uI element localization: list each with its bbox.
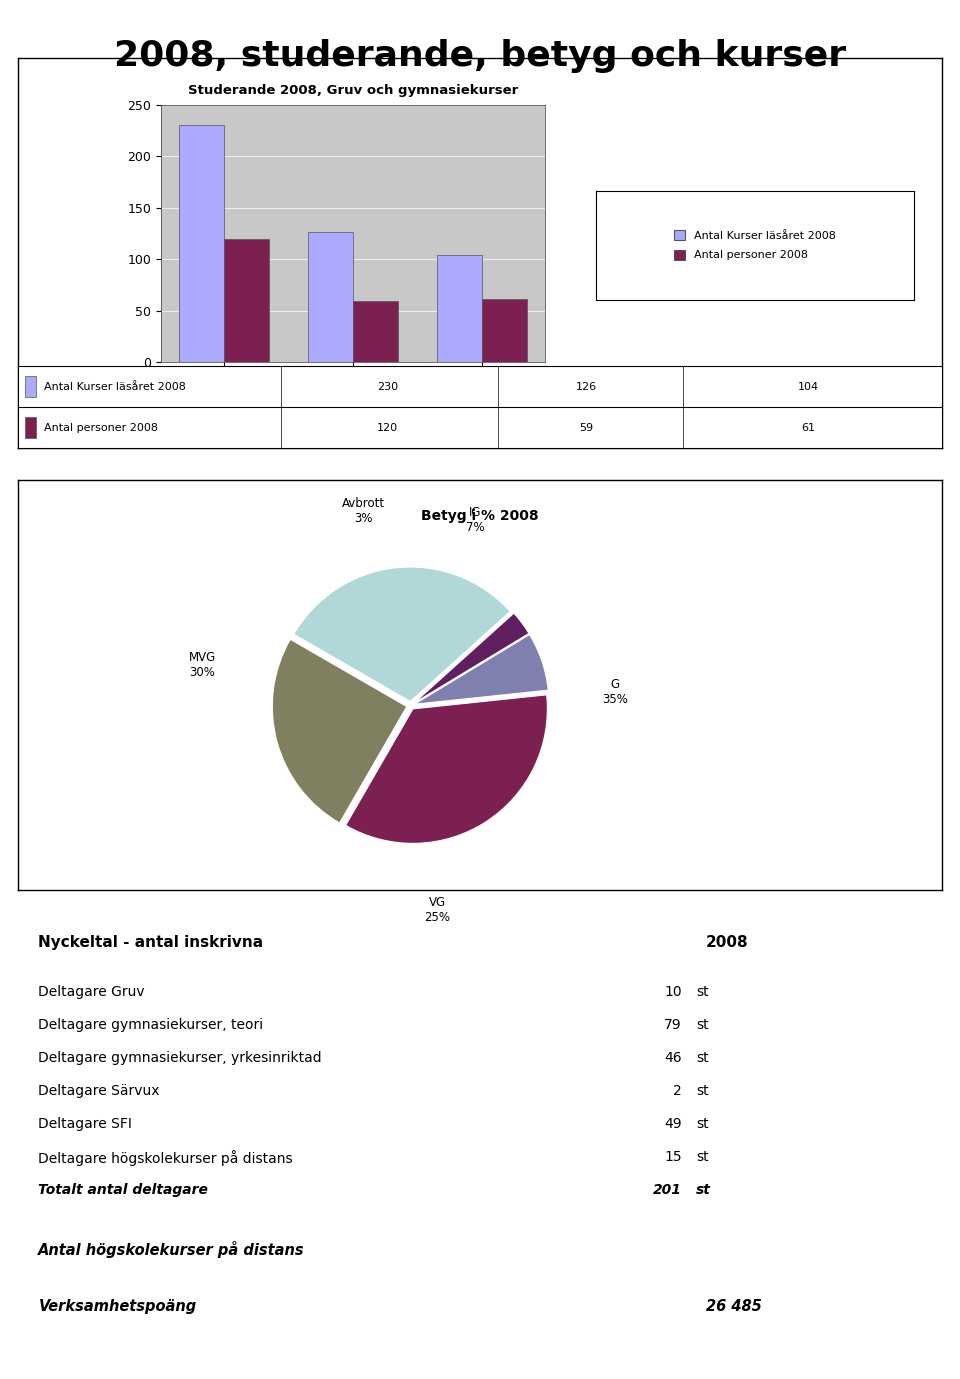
Wedge shape <box>346 695 547 844</box>
Text: 59: 59 <box>579 423 593 433</box>
Text: IG
7%: IG 7% <box>466 506 485 534</box>
Text: Totalt antal deltagare: Totalt antal deltagare <box>38 1183 208 1197</box>
Text: Antal högskolekurser på distans: Antal högskolekurser på distans <box>38 1241 305 1258</box>
Text: st: st <box>696 1183 710 1197</box>
Text: MVG
30%: MVG 30% <box>188 651 216 678</box>
Bar <box>224 239 269 363</box>
Text: Avbrott
3%: Avbrott 3% <box>342 496 385 524</box>
Bar <box>437 255 482 363</box>
Text: Deltagare gymnasiekurser, teori: Deltagare gymnasiekurser, teori <box>38 1018 264 1031</box>
Bar <box>353 302 398 363</box>
Text: 2008, studerande, betyg och kurser: 2008, studerande, betyg och kurser <box>114 39 846 73</box>
Text: 79: 79 <box>664 1018 682 1031</box>
Text: Deltagare gymnasiekurser, yrkesinriktad: Deltagare gymnasiekurser, yrkesinriktad <box>38 1051 322 1065</box>
Text: 126: 126 <box>576 382 597 393</box>
Wedge shape <box>415 634 548 705</box>
Text: 46: 46 <box>664 1051 682 1065</box>
Bar <box>308 233 353 363</box>
Text: Betyg i % 2008: Betyg i % 2008 <box>421 509 539 523</box>
Text: 201: 201 <box>653 1183 682 1197</box>
Bar <box>25 416 36 439</box>
Text: Deltagare SFI: Deltagare SFI <box>38 1117 132 1131</box>
Text: 2: 2 <box>673 1084 682 1098</box>
Text: 61: 61 <box>801 423 815 433</box>
Bar <box>482 299 527 363</box>
Text: Antal Kurser läsåret 2008: Antal Kurser läsåret 2008 <box>44 382 185 393</box>
Legend: Antal Kurser läsåret 2008, Antal personer 2008: Antal Kurser läsåret 2008, Antal persone… <box>669 226 840 265</box>
Bar <box>25 376 36 397</box>
Text: st: st <box>696 1084 708 1098</box>
Text: st: st <box>696 985 708 998</box>
Wedge shape <box>294 567 510 702</box>
Text: 26 485: 26 485 <box>706 1299 761 1314</box>
Text: 49: 49 <box>664 1117 682 1131</box>
Text: 2008: 2008 <box>706 935 748 950</box>
Title: Studerande 2008, Gruv och gymnasiekurser: Studerande 2008, Gruv och gymnasiekurser <box>188 84 518 97</box>
Wedge shape <box>414 614 529 703</box>
Text: Antal personer 2008: Antal personer 2008 <box>44 423 157 433</box>
Text: VG
25%: VG 25% <box>424 896 450 924</box>
Text: Nyckeltal - antal inskrivna: Nyckeltal - antal inskrivna <box>38 935 264 950</box>
Text: st: st <box>696 1018 708 1031</box>
Text: st: st <box>696 1117 708 1131</box>
Text: 15: 15 <box>664 1150 682 1164</box>
Text: 10: 10 <box>664 985 682 998</box>
Text: 230: 230 <box>377 382 398 393</box>
Text: Deltagare högskolekurser på distans: Deltagare högskolekurser på distans <box>38 1150 293 1167</box>
Text: st: st <box>696 1051 708 1065</box>
Text: Verksamhetspoäng: Verksamhetspoäng <box>38 1299 197 1314</box>
Bar <box>179 125 224 363</box>
Text: Deltagare Särvux: Deltagare Särvux <box>38 1084 160 1098</box>
Text: G
35%: G 35% <box>602 678 628 706</box>
Text: 104: 104 <box>798 382 819 393</box>
Text: 120: 120 <box>377 423 398 433</box>
Text: Deltagare Gruv: Deltagare Gruv <box>38 985 145 998</box>
Text: st: st <box>696 1150 708 1164</box>
Wedge shape <box>273 640 407 823</box>
